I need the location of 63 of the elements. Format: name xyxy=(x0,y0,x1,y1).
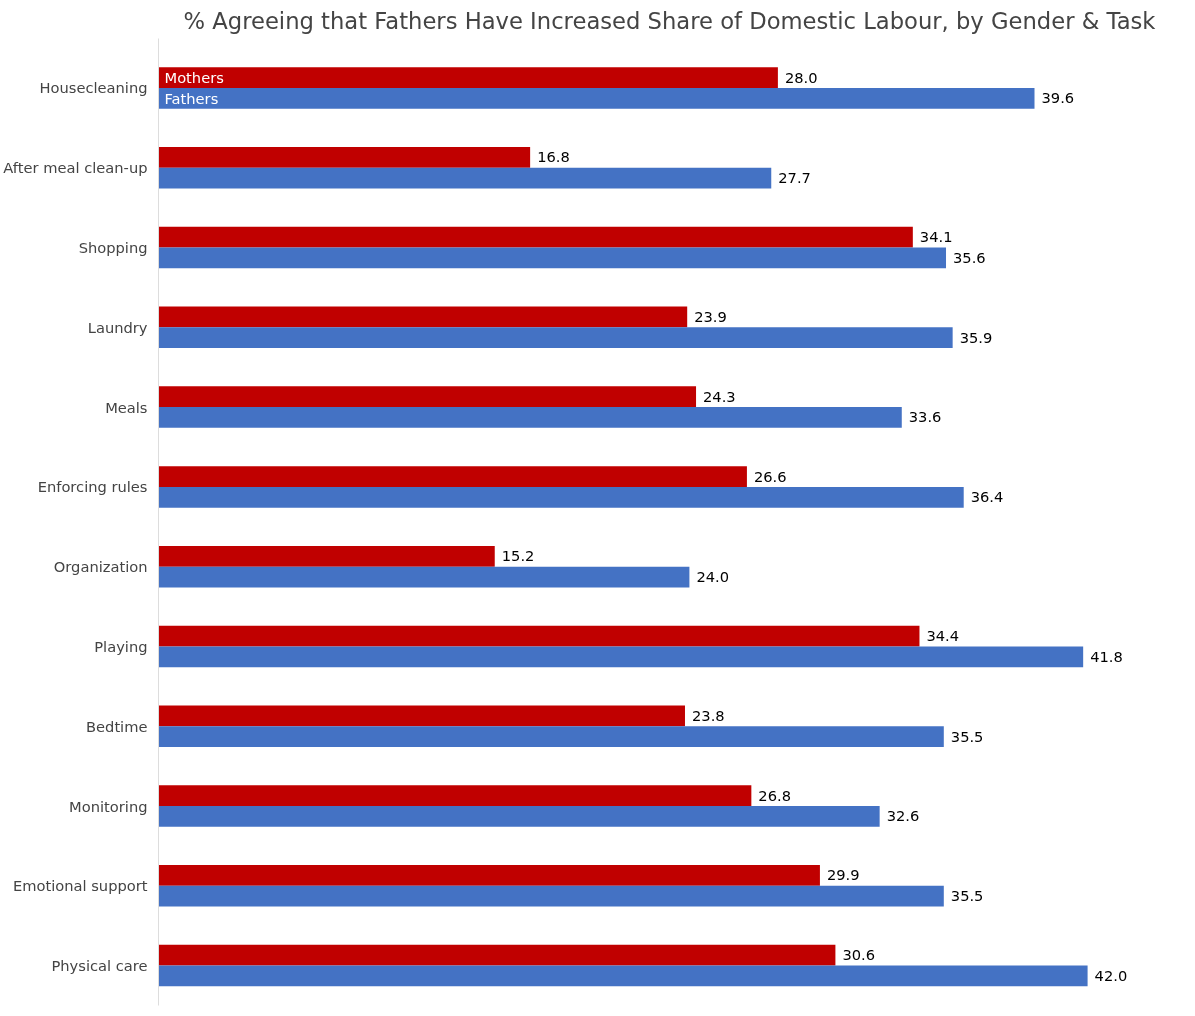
data-label: 27.7 xyxy=(778,169,811,187)
bar xyxy=(158,407,902,428)
data-label: 36.4 xyxy=(970,488,1004,506)
bar xyxy=(158,705,685,727)
y-tick-label: Playing xyxy=(94,637,148,655)
bar xyxy=(158,865,820,886)
data-label: 34.4 xyxy=(926,627,960,645)
bar xyxy=(158,327,953,349)
data-label: 24.3 xyxy=(703,387,736,405)
data-label: 35.5 xyxy=(950,887,984,905)
y-tick-label: Housecleaning xyxy=(39,79,148,97)
bar xyxy=(158,167,772,189)
data-label: 16.8 xyxy=(537,148,570,166)
data-label: 35.5 xyxy=(950,727,984,745)
y-tick-label: Physical care xyxy=(51,957,148,975)
data-label: 32.6 xyxy=(886,807,920,825)
bar xyxy=(158,226,913,248)
y-tick-label: Organization xyxy=(53,558,148,576)
bar xyxy=(158,67,778,88)
y-tick-label: After meal clean-up xyxy=(3,159,148,177)
data-label: 30.6 xyxy=(842,946,876,964)
bar xyxy=(158,306,688,328)
y-tick-label: Shopping xyxy=(78,239,148,257)
bar xyxy=(158,726,944,747)
bar xyxy=(158,147,531,168)
data-label: 34.1 xyxy=(919,228,953,246)
y-tick-label: Enforcing rules xyxy=(37,478,148,496)
data-label: 35.6 xyxy=(953,248,986,266)
bar xyxy=(158,566,690,588)
y-tick-label: Meals xyxy=(105,398,148,416)
data-label: 24.0 xyxy=(696,568,730,586)
series-label: Mothers xyxy=(164,69,224,87)
data-label: 23.8 xyxy=(691,706,725,724)
data-label: 42.0 xyxy=(1094,966,1128,984)
bar xyxy=(158,646,1084,668)
data-label: 26.6 xyxy=(753,467,787,485)
chart-title: % Agreeing that Fathers Have Increased Share of Domestic Labour, by Gender & Task xyxy=(183,7,1157,34)
bar xyxy=(158,885,944,907)
data-label: 33.6 xyxy=(908,408,942,426)
bar xyxy=(158,625,920,647)
bar xyxy=(158,806,880,827)
series-label: Fathers xyxy=(164,89,219,107)
bar xyxy=(158,247,947,269)
data-label: 35.9 xyxy=(959,328,993,346)
bar xyxy=(158,386,697,408)
bar xyxy=(158,87,1035,109)
data-label: 39.6 xyxy=(1041,89,1075,107)
bar xyxy=(158,785,752,807)
y-tick-label: Monitoring xyxy=(69,797,148,815)
bar xyxy=(158,965,1088,987)
y-tick-label: Bedtime xyxy=(86,717,148,735)
bar xyxy=(158,545,495,567)
data-label: 29.9 xyxy=(826,866,860,884)
data-label: 41.8 xyxy=(1090,647,1123,665)
y-tick-label: Laundry xyxy=(87,318,148,336)
data-label: 28.0 xyxy=(784,68,818,86)
data-label: 15.2 xyxy=(501,547,535,565)
bar xyxy=(158,466,747,487)
bar xyxy=(158,486,964,508)
data-label: 23.9 xyxy=(694,307,727,325)
bar xyxy=(158,944,836,966)
data-label: 26.8 xyxy=(758,786,791,804)
y-tick-label: Emotional support xyxy=(12,877,148,895)
